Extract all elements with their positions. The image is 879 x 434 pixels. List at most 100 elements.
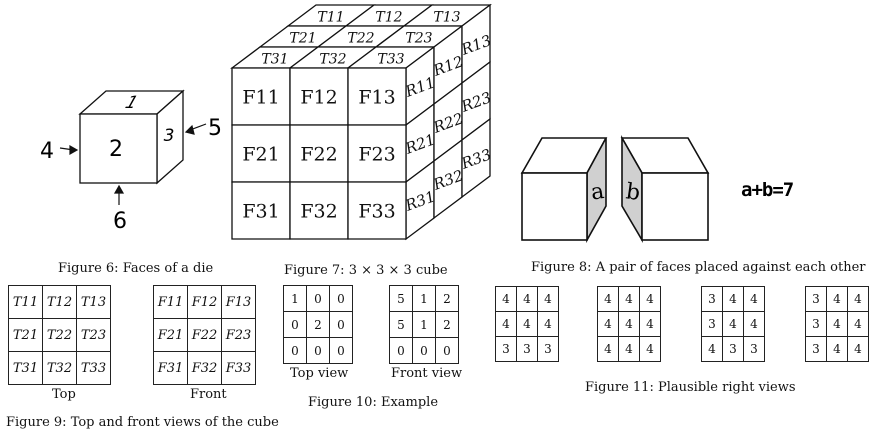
grid-cell: 3 (537, 336, 559, 362)
grid-cell: 2 (435, 285, 459, 312)
grid-cell: 3 (743, 336, 765, 362)
grid-cell: F22 (187, 318, 222, 352)
grid-cell: T12 (42, 285, 77, 319)
grid-cell: 4 (618, 311, 640, 337)
grid-cell: 1 (412, 285, 436, 312)
pair-right-front (641, 172, 709, 241)
cube-front-label: F12 (300, 87, 337, 109)
cube-right-cell (461, 117, 491, 199)
cube-front-label: F31 (242, 201, 279, 223)
grid-cell: 4 (537, 311, 559, 337)
fig9-front-grid: F11 F12 F13 F21 F22 F23 F31 F32 F33 (153, 285, 256, 385)
cube-front-cell (347, 181, 407, 240)
cube-front-label: F13 (358, 87, 395, 109)
die-front-face (79, 113, 158, 184)
grid-cell: F21 (153, 318, 188, 352)
cube-front-label: F21 (242, 144, 279, 166)
caption-fig9: Figure 9: Top and front views of the cub… (6, 415, 279, 430)
grid-cell: 3 (495, 336, 517, 362)
grid-cell: 4 (826, 311, 848, 337)
arrow-bottom-head (113, 184, 125, 194)
grid-cell: 1 (412, 311, 436, 338)
grid-cell: 3 (701, 311, 723, 337)
grid-cell: 4 (847, 336, 869, 362)
grid-cell: 4 (722, 311, 744, 337)
cube-front-label: F23 (358, 144, 395, 166)
grid-cell: 4 (847, 311, 869, 337)
die-right-number: 3 (164, 126, 175, 146)
grid-cell: F33 (221, 351, 256, 385)
grid-cell: 0 (329, 311, 353, 338)
grid-cell: 4 (618, 336, 640, 362)
grid-cell: 5 (389, 285, 413, 312)
fig10-front-label: Front view (391, 366, 463, 381)
cube-front-label: F11 (242, 87, 279, 109)
arrow-right-head (184, 124, 195, 135)
cube-front-label: F32 (300, 201, 337, 223)
grid-cell: 4 (826, 336, 848, 362)
grid-cell: 4 (639, 286, 661, 312)
grid-cell: T32 (42, 351, 77, 385)
grid-cell: F13 (221, 285, 256, 319)
pair-left-front (521, 172, 588, 241)
arrow-left-head (69, 144, 79, 156)
grid-cell: 4 (597, 336, 619, 362)
grid-cell: 5 (389, 311, 413, 338)
grid-cell: T33 (76, 351, 111, 385)
grid-cell: 0 (306, 337, 330, 364)
fig9-front-label: Front (190, 387, 227, 402)
grid-cell: 0 (329, 337, 353, 364)
grid-cell: F11 (153, 285, 188, 319)
cube-top-label: T23 (405, 31, 432, 47)
grid-cell: 4 (516, 311, 538, 337)
cube-top-label: T32 (319, 52, 346, 68)
face-a-label: a (589, 179, 605, 206)
grid-cell: 3 (516, 336, 538, 362)
grid-cell: 4 (826, 286, 848, 312)
grid-cell: 3 (805, 286, 827, 312)
grid-cell: 4 (743, 311, 765, 337)
grid-cell: T21 (8, 318, 43, 352)
cube-top-label: T33 (377, 52, 404, 68)
fig9-top-grid: T11 T12 T13 T21 T22 T23 T31 T32 T33 (8, 285, 111, 385)
grid-cell: 0 (389, 337, 413, 364)
cube-front-label: F33 (358, 201, 395, 223)
grid-cell: 4 (847, 286, 869, 312)
grid-cell: 2 (306, 311, 330, 338)
cube-top-label: T31 (261, 52, 288, 68)
grid-cell: 4 (516, 286, 538, 312)
grid-cell: T22 (42, 318, 77, 352)
caption-fig7: Figure 7: 3 × 3 × 3 cube (284, 263, 448, 278)
grid-cell: 0 (435, 337, 459, 364)
caption-fig10: Figure 10: Example (308, 395, 439, 410)
equation: a+b=7 (741, 179, 794, 201)
grid-cell: T23 (76, 318, 111, 352)
grid-cell: F31 (153, 351, 188, 385)
grid-cell: 0 (283, 337, 307, 364)
cube-top-label: T12 (375, 10, 402, 26)
grid-cell: 3 (722, 336, 744, 362)
cube-top-label: T22 (347, 31, 374, 47)
grid-cell: 4 (597, 286, 619, 312)
grid-cell: 3 (701, 286, 723, 312)
grid-cell: 4 (639, 311, 661, 337)
cube-front-label: F22 (300, 144, 337, 166)
die-label-4: 4 (40, 139, 54, 164)
grid-cell: 0 (329, 285, 353, 312)
grid-cell: 2 (435, 311, 459, 338)
grid-cell: F32 (187, 351, 222, 385)
grid-cell: 4 (743, 286, 765, 312)
face-b-label: b (624, 179, 641, 206)
grid-cell: 3 (805, 336, 827, 362)
caption-fig8: Figure 8: A pair of faces placed against… (531, 260, 866, 275)
grid-cell: F23 (221, 318, 256, 352)
die-label-6: 6 (113, 209, 127, 234)
caption-fig6: Figure 6: Faces of a die (58, 261, 214, 276)
grid-cell: 4 (597, 311, 619, 337)
